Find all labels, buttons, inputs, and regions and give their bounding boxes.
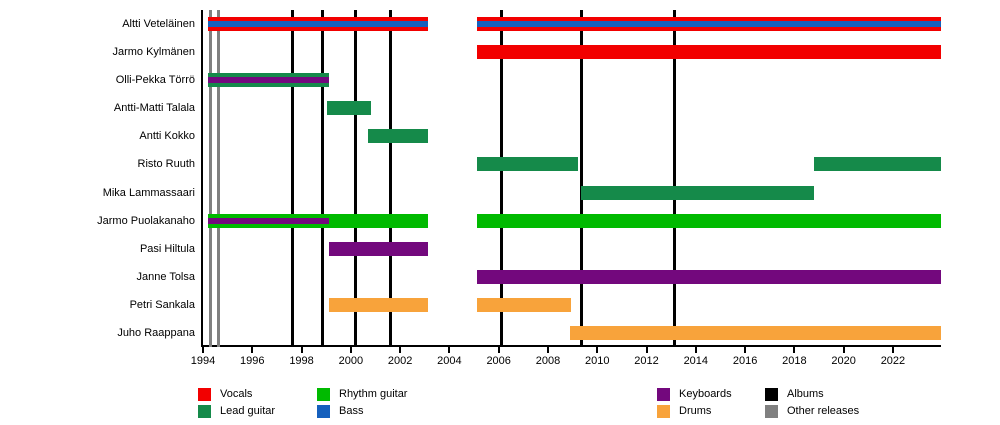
member-name-label: Jarmo Kylmänen: [112, 46, 195, 59]
x-tick-mark: [645, 347, 648, 353]
album-release-line: [579, 10, 583, 347]
x-tick-mark: [546, 347, 549, 353]
member-tenure-bar: [570, 325, 941, 340]
x-tick-mark: [251, 347, 254, 353]
x-tick-mark: [842, 347, 845, 353]
member-name-label: Jarmo Puolakanaho: [97, 214, 195, 227]
album-release-line: [354, 10, 358, 347]
member-tenure-bar: [368, 129, 429, 144]
x-tick-mark: [891, 347, 894, 353]
member-tenure-bar: [476, 17, 941, 32]
x-tick-label: 2014: [683, 355, 709, 367]
legend-label-bass: Bass: [339, 405, 364, 417]
legend-swatch-vocals: [198, 388, 211, 401]
x-tick-label: 2022: [880, 355, 906, 367]
member-tenure-bar: [476, 157, 578, 172]
legend-label-albums: Albums: [787, 388, 824, 400]
x-tick-mark: [596, 347, 599, 353]
other-release-line: [216, 10, 220, 347]
x-tick-label: 2018: [782, 355, 807, 367]
album-release-line: [291, 10, 295, 347]
x-axis-line: [201, 345, 941, 347]
legend-label-other_releases: Other releases: [787, 405, 860, 417]
member-secondary-role-stripe: [476, 21, 941, 28]
x-tick-mark: [349, 347, 352, 353]
x-tick-label: 2000: [338, 355, 364, 367]
legend-swatch-rhythm_guitar: [317, 388, 330, 401]
member-name-label: Petri Sankala: [129, 298, 195, 311]
member-tenure-bar: [476, 297, 572, 312]
member-name-label: Olli-Pekka Törrö: [115, 74, 195, 87]
x-tick-label: 2016: [732, 355, 758, 367]
member-tenure-bar: [207, 213, 429, 228]
x-tick-mark: [448, 347, 451, 353]
member-tenure-bar: [581, 185, 815, 200]
member-name-label: Antti Kokko: [139, 130, 195, 143]
x-tick-label: 1996: [240, 355, 265, 367]
x-tick-label: 1998: [289, 355, 314, 367]
x-tick-label: 1994: [190, 355, 216, 367]
legend-swatch-other_releases: [765, 405, 778, 418]
legend-swatch-keyboards: [657, 388, 670, 401]
member-tenure-bar: [207, 73, 329, 88]
x-tick-label: 2004: [437, 355, 462, 367]
member-secondary-role-stripe: [207, 21, 429, 28]
x-tick-mark: [694, 347, 697, 353]
member-name-label: Juho Raappana: [117, 326, 195, 339]
member-name-label: Mika Lammassaari: [102, 186, 195, 199]
legend-label-keyboards: Keyboards: [679, 388, 732, 400]
member-secondary-role-stripe: [207, 77, 329, 84]
member-secondary-role-stripe: [207, 217, 329, 224]
x-tick-label: 2006: [486, 355, 511, 367]
member-name-label: Risto Ruuth: [137, 158, 195, 171]
member-tenure-bar: [328, 241, 429, 256]
x-tick-label: 2020: [831, 355, 856, 367]
member-name-label: Antti-Matti Talala: [113, 102, 195, 115]
member-tenure-bar: [476, 269, 941, 284]
member-name-label: Janne Tolsa: [136, 270, 195, 283]
x-tick-mark: [744, 347, 747, 353]
member-name-label: Pasi Hiltula: [139, 242, 195, 255]
album-release-line: [321, 10, 324, 347]
x-tick-mark: [497, 347, 500, 353]
y-axis-line: [201, 10, 203, 347]
album-release-line: [673, 10, 677, 347]
member-tenure-bar: [814, 157, 941, 172]
member-tenure-bar: [327, 101, 371, 116]
x-tick-mark: [202, 347, 204, 353]
x-tick-mark: [793, 347, 796, 353]
x-tick-label: 2012: [634, 355, 659, 367]
member-tenure-bar: [328, 297, 429, 312]
legend-label-rhythm_guitar: Rhythm guitar: [339, 388, 408, 400]
x-tick-label: 2008: [535, 355, 561, 367]
legend-label-lead_guitar: Lead guitar: [220, 405, 276, 417]
x-tick-label: 2010: [585, 355, 610, 367]
legend-label-drums: Drums: [679, 405, 712, 417]
album-release-line: [499, 10, 503, 347]
legend-swatch-albums: [765, 388, 778, 401]
x-tick-mark: [399, 347, 402, 353]
x-tick-label: 2002: [387, 355, 413, 367]
legend-swatch-drums: [657, 405, 670, 418]
member-tenure-bar: [476, 45, 941, 60]
legend-label-vocals: Vocals: [220, 388, 253, 400]
other-release-line: [208, 10, 212, 347]
legend-swatch-lead_guitar: [198, 405, 211, 418]
x-tick-mark: [300, 347, 303, 353]
member-name-label: Altti Veteläinen: [122, 18, 195, 31]
album-release-line: [388, 10, 392, 347]
member-tenure-bar: [207, 17, 429, 32]
legend-swatch-bass: [317, 405, 330, 418]
member-tenure-bar: [476, 213, 941, 228]
